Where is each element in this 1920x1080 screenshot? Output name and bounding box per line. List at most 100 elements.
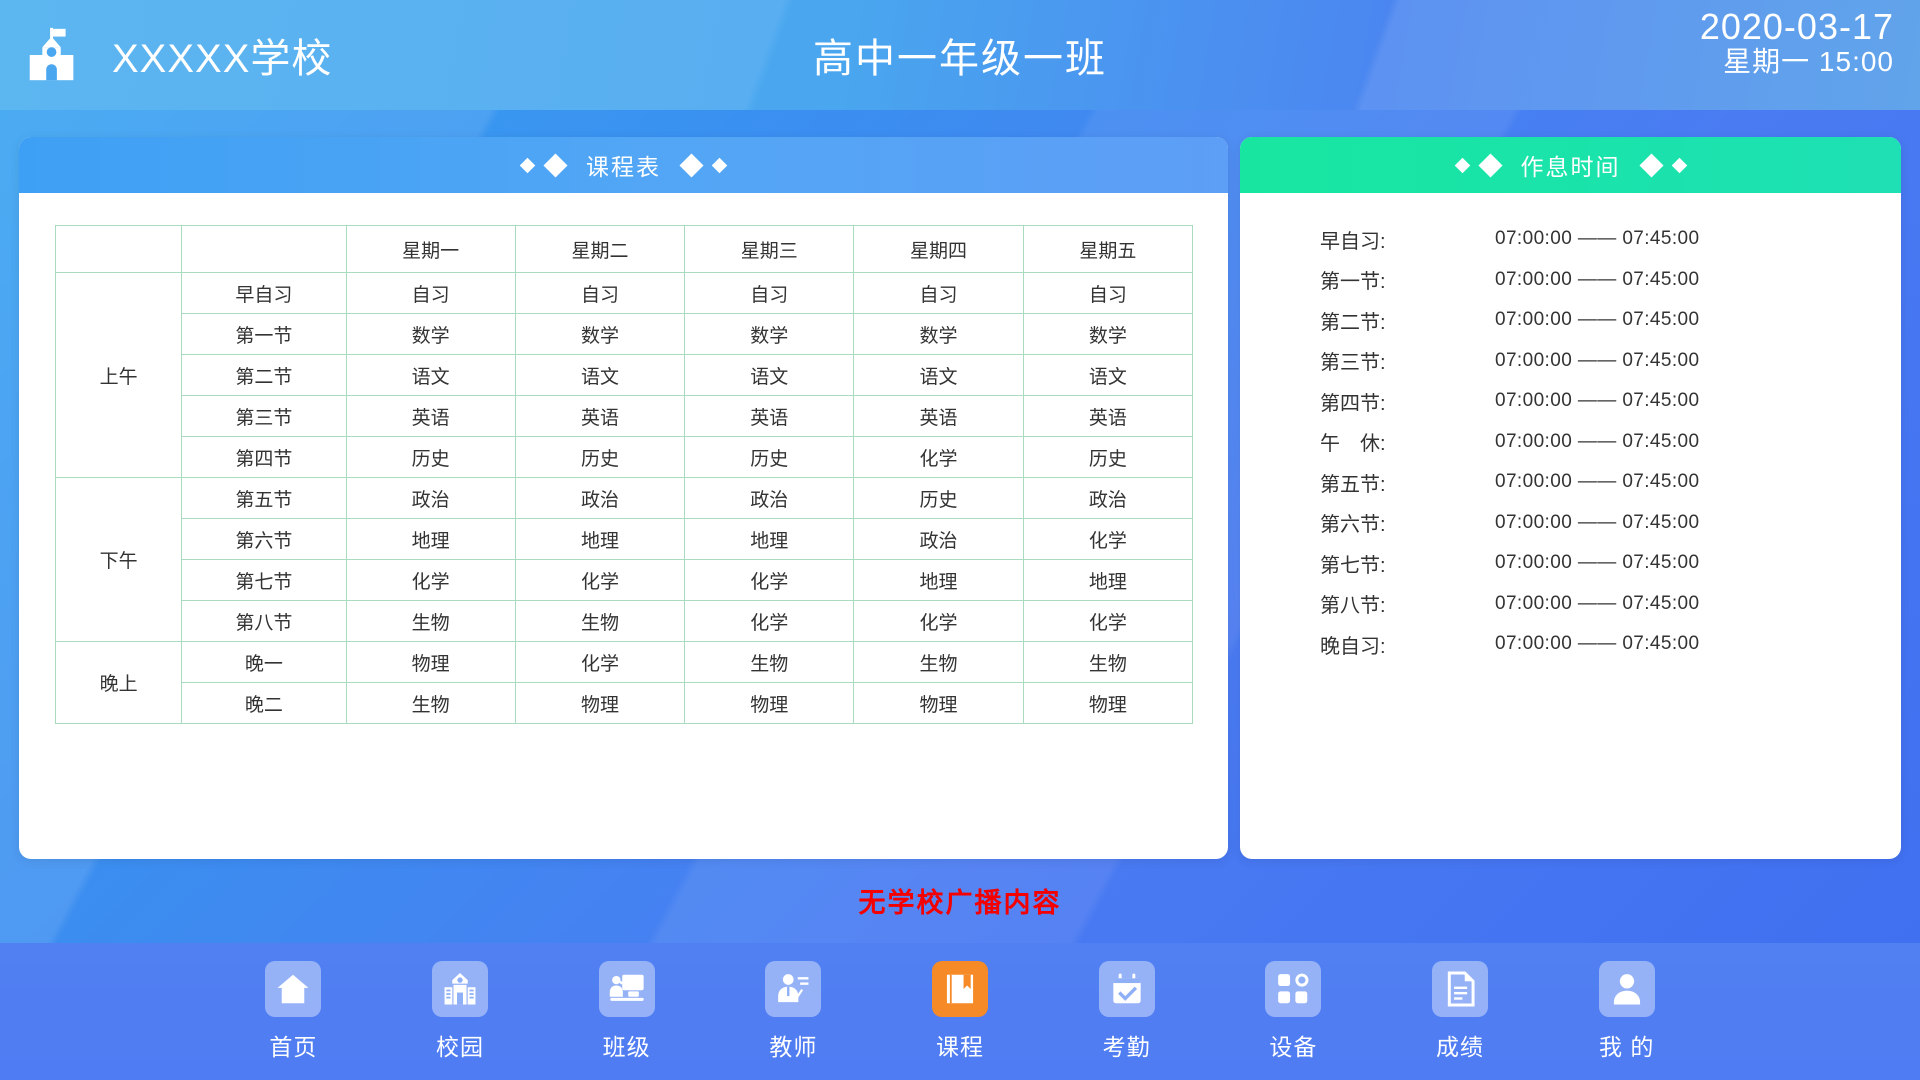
timetable-subject-cell: 数学: [345, 313, 516, 355]
table-row: 第一节 数学 数学 数学 数学 数学: [56, 313, 1194, 355]
timetable-subject-cell: 化学: [345, 559, 516, 601]
nav-item-4[interactable]: 教师: [710, 961, 877, 1062]
timetable-subject-cell: 自习: [345, 272, 516, 314]
document-icon[interactable]: [1432, 961, 1489, 1017]
user-icon[interactable]: [1598, 961, 1655, 1017]
timetable-section-label: 上午: [54, 272, 183, 478]
timetable-subject-cell: 历史: [853, 477, 1024, 519]
bell-schedule-panel-title: 作息时间: [1520, 154, 1621, 180]
timetable-subject-cell: 化学: [514, 559, 686, 601]
nav-item-3[interactable]: 班级: [543, 961, 710, 1062]
nav-item-5[interactable]: 课程: [877, 961, 1044, 1062]
table-row: 第七节 化学 化学 化学 地理 地理: [56, 559, 1194, 601]
timetable-subject-cell: 语文: [345, 354, 516, 396]
book-icon[interactable]: [932, 961, 988, 1017]
nav-item-9[interactable]: 我 的: [1543, 961, 1710, 1062]
table-row: 下午 第五节 政治 政治 政治 历史 政治: [54, 477, 1194, 642]
home-icon[interactable]: [265, 961, 322, 1017]
grid-apps-icon[interactable]: [1265, 961, 1322, 1017]
timetable-subject-cell: 生物: [853, 641, 1024, 683]
list-item: 第二节: 07:00:00 —— 07:45:00: [1240, 300, 1901, 341]
timetable-subject-cell: 生物: [345, 682, 516, 724]
timetable-day-header: 星期三: [684, 225, 855, 273]
bell-schedule-list: 早自习: 07:00:00 —— 07:45:00 第一节: 07:00:00 —— …: [1240, 193, 1901, 665]
table-row: 第六节 地理 地理 地理 政治 化学: [56, 518, 1194, 560]
timetable-subject-cell: 化学: [684, 559, 855, 601]
timetable-subject-cell: 化学: [853, 600, 1024, 642]
classroom-icon[interactable]: [598, 961, 655, 1017]
bell-schedule-label: 第二节:: [1320, 311, 1386, 334]
bell-schedule-label: 第三节:: [1320, 352, 1386, 375]
nav-item-label: 校园: [435, 1034, 484, 1060]
timetable-subject-cell: 语文: [1022, 354, 1194, 396]
timetable-subject-cell: 物理: [684, 682, 855, 724]
timetable-subject-cell: 自习: [514, 272, 686, 314]
bell-schedule-time: 07:00:00 —— 07:45:00: [1495, 390, 1700, 412]
timetable-subject-cell: 地理: [514, 518, 686, 560]
nav-item-1[interactable]: 首页: [210, 961, 377, 1062]
timetable-subject-cell: 英语: [684, 395, 855, 437]
list-item: 第一节: 07:00:00 —— 07:45:00: [1240, 260, 1901, 301]
bell-schedule-time: 07:00:00 —— 07:45:00: [1495, 309, 1700, 331]
timetable-subject-cell: 化学: [853, 436, 1024, 478]
timetable-subject-cell: 语文: [684, 354, 855, 396]
nav-item-label: 教师: [769, 1034, 818, 1060]
school-building-icon: [22, 24, 84, 86]
calendar-check-icon[interactable]: [1098, 961, 1155, 1017]
timetable-period-label: 晚一: [181, 641, 347, 683]
timetable-subject-cell: 政治: [514, 477, 686, 519]
list-item: 第六节: 07:00:00 —— 07:45:00: [1240, 503, 1901, 544]
bell-schedule-label: 第四节:: [1320, 392, 1386, 415]
table-row: 第四节 历史 历史 历史 化学 历史: [56, 436, 1194, 478]
clock: 2020-03-17 星期一 15:00: [1700, 7, 1894, 77]
timetable-subject-cell: 语文: [853, 354, 1024, 396]
list-item: 第八节: 07:00:00 —— 07:45:00: [1240, 584, 1901, 625]
timetable-subject-cell: 历史: [345, 436, 516, 478]
teacher-icon[interactable]: [765, 961, 822, 1017]
nav-item-7[interactable]: 设备: [1210, 961, 1377, 1062]
list-item: 第七节: 07:00:00 —— 07:45:00: [1240, 543, 1901, 584]
bell-schedule-label: 早自习:: [1320, 230, 1386, 253]
timetable-subject-cell: 地理: [853, 559, 1024, 601]
timetable-period-label: 第七节: [181, 559, 347, 601]
list-item: 午 休: 07:00:00 —— 07:45:00: [1240, 422, 1901, 463]
nav-item-label: 成绩: [1436, 1034, 1485, 1060]
timetable-period-label: 第一节: [181, 313, 347, 355]
bell-schedule-time: 07:00:00 —— 07:45:00: [1495, 430, 1700, 452]
timetable-subject-cell: 政治: [345, 477, 516, 519]
bell-schedule-time: 07:00:00 —— 07:45:00: [1495, 633, 1700, 655]
timetable-subject-cell: 地理: [1022, 559, 1194, 601]
timetable-subject-cell: 地理: [684, 518, 855, 560]
nav-item-2[interactable]: 校园: [377, 961, 544, 1062]
bell-schedule-time: 07:00:00 —— 07:45:00: [1495, 471, 1700, 493]
timetable-period-label: 第三节: [181, 395, 347, 437]
diamond-icon: [1638, 152, 1664, 178]
bottom-navigation: 首页 校园 班级 教师 课程 考勤 设备 成绩 我 的: [0, 943, 1920, 1080]
timetable-panel-header: 课程表: [19, 137, 1228, 193]
timetable-subject-cell: 历史: [1022, 436, 1194, 478]
timetable-subject-cell: 数学: [514, 313, 686, 355]
bell-schedule-label: 第一节:: [1320, 271, 1386, 294]
timetable-corner-cell: [181, 225, 347, 273]
timetable: 星期一 星期二 星期三 星期四 星期五 上午 早自习 自习 自习 自习 自习 自习 第一节 数学 数学 数学…: [54, 225, 1194, 724]
timetable-subject-cell: 物理: [853, 682, 1024, 724]
nav-item-8[interactable]: 成绩: [1377, 961, 1544, 1062]
timetable-subject-cell: 地理: [345, 518, 516, 560]
bell-schedule-time: 07:00:00 —— 07:45:00: [1495, 268, 1700, 290]
timetable-subject-cell: 物理: [345, 641, 516, 683]
timetable-subject-cell: 化学: [1022, 600, 1194, 642]
table-row: 第二节 语文 语文 语文 语文 语文: [56, 354, 1194, 396]
timetable-subject-cell: 数学: [684, 313, 855, 355]
campus-icon[interactable]: [431, 961, 488, 1017]
timetable-subject-cell: 政治: [853, 518, 1024, 560]
diamond-icon: [1477, 152, 1503, 178]
broadcast-banner: 无学校广播内容: [0, 868, 1920, 932]
diamond-icon: [1454, 157, 1470, 173]
timetable-subject-cell: 数学: [853, 313, 1024, 355]
bell-schedule-time: 07:00:00 —— 07:45:00: [1495, 511, 1700, 533]
nav-item-6[interactable]: 考勤: [1043, 961, 1210, 1062]
timetable-corner-cell: [54, 225, 183, 273]
timetable-panel: 课程表 星期一 星期二 星期三 星期四 星期五 上午 早自习 自习 自习 自习 自习 自习 第一节 数学…: [19, 137, 1228, 859]
timetable-subject-cell: 英语: [345, 395, 516, 437]
bell-schedule-label: 第六节:: [1320, 514, 1386, 537]
